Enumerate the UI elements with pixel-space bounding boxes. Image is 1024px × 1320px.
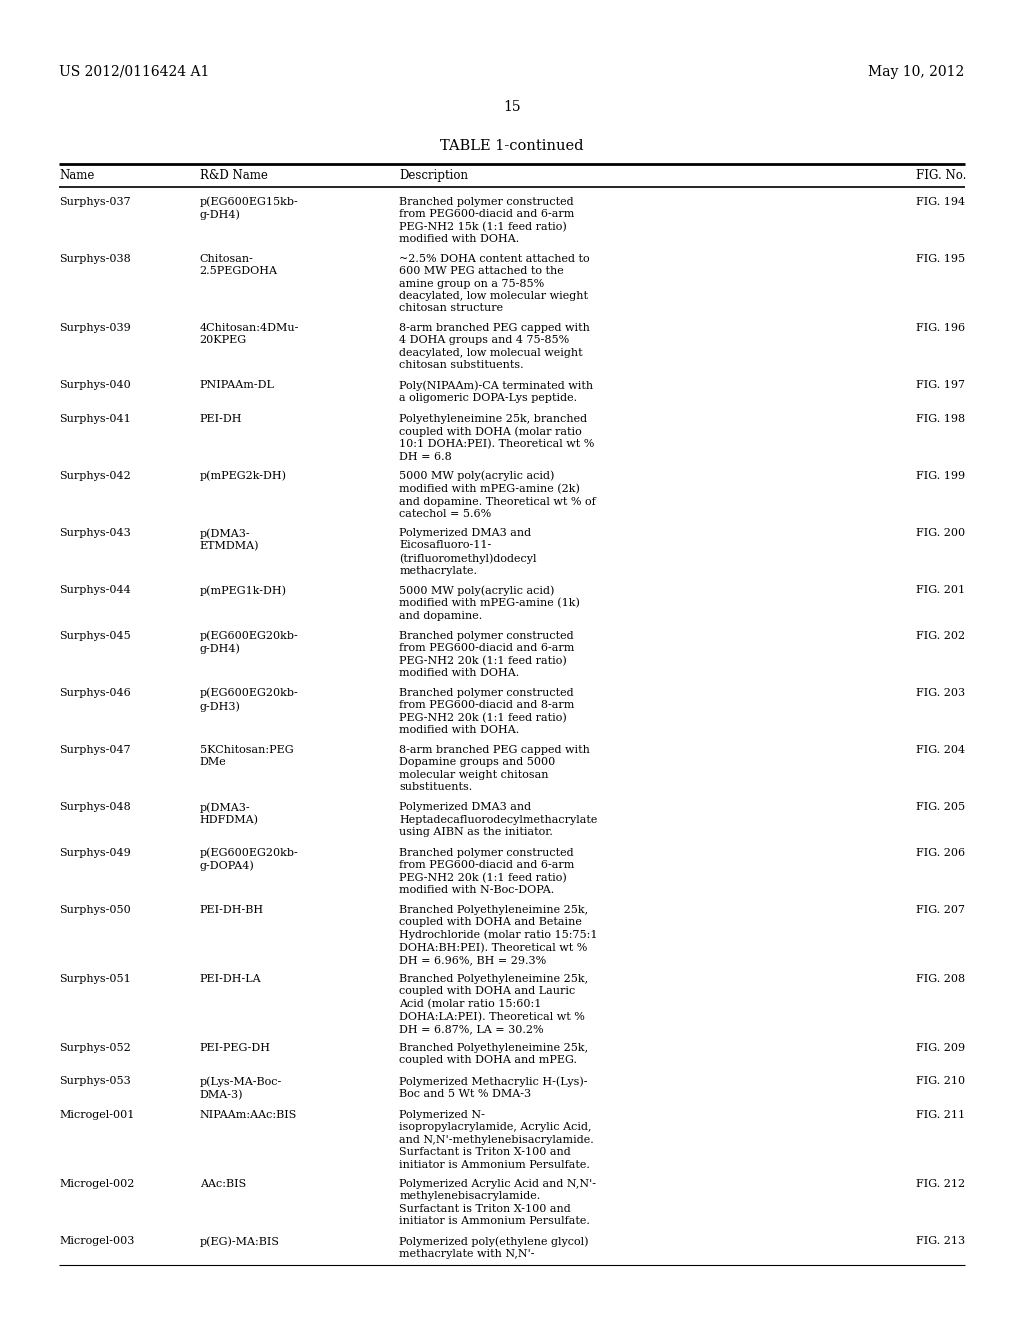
- Text: 8-arm branched PEG capped with
Dopamine groups and 5000
molecular weight chitosa: 8-arm branched PEG capped with Dopamine …: [399, 744, 590, 792]
- Text: Branched polymer constructed
from PEG600-diacid and 8-arm
PEG-NH2 20k (1:1 feed : Branched polymer constructed from PEG600…: [399, 688, 574, 735]
- Text: Surphys-040: Surphys-040: [59, 380, 131, 391]
- Text: 5KChitosan:PEG
DMe: 5KChitosan:PEG DMe: [200, 744, 293, 767]
- Text: p(EG600EG15kb-
g-DH4): p(EG600EG15kb- g-DH4): [200, 197, 298, 220]
- Text: Name: Name: [59, 169, 95, 182]
- Text: Microgel-001: Microgel-001: [59, 1110, 135, 1121]
- Text: 15: 15: [503, 100, 521, 115]
- Text: 5000 MW poly(acrylic acid)
modified with mPEG-amine (2k)
and dopamine. Theoretic: 5000 MW poly(acrylic acid) modified with…: [399, 471, 596, 519]
- Text: p(EG600EG20kb-
g-DH3): p(EG600EG20kb- g-DH3): [200, 688, 298, 711]
- Text: PEI-DH-BH: PEI-DH-BH: [200, 906, 264, 915]
- Text: Polymerized DMA3 and
Heptadecafluorodecylmethacrylate
using AIBN as the initiato: Polymerized DMA3 and Heptadecafluorodecy…: [399, 803, 598, 837]
- Text: Surphys-048: Surphys-048: [59, 803, 131, 812]
- Text: FIG. 195: FIG. 195: [916, 253, 966, 264]
- Text: Branched polymer constructed
from PEG600-diacid and 6-arm
PEG-NH2 20k (1:1 feed : Branched polymer constructed from PEG600…: [399, 847, 574, 895]
- Text: Branched Polyethyleneimine 25k,
coupled with DOHA and Betaine
Hydrochloride (mol: Branched Polyethyleneimine 25k, coupled …: [399, 906, 598, 966]
- Text: US 2012/0116424 A1: US 2012/0116424 A1: [59, 65, 210, 79]
- Text: p(EG600EG20kb-
g-DOPA4): p(EG600EG20kb- g-DOPA4): [200, 847, 298, 871]
- Text: Surphys-043: Surphys-043: [59, 528, 131, 539]
- Text: FIG. 203: FIG. 203: [916, 688, 966, 698]
- Text: PEI-DH: PEI-DH: [200, 413, 243, 424]
- Text: FIG. 212: FIG. 212: [916, 1179, 966, 1189]
- Text: Polymerized Acrylic Acid and N,N'-
methylenebisacrylamide.
Surfactant is Triton : Polymerized Acrylic Acid and N,N'- methy…: [399, 1179, 596, 1226]
- Text: NIPAAm:AAc:BIS: NIPAAm:AAc:BIS: [200, 1110, 297, 1121]
- Text: 4Chitosan:4DMu-
20KPEG: 4Chitosan:4DMu- 20KPEG: [200, 323, 299, 346]
- Text: Microgel-002: Microgel-002: [59, 1179, 135, 1189]
- Text: Surphys-045: Surphys-045: [59, 631, 131, 640]
- Text: FIG. 202: FIG. 202: [916, 631, 966, 640]
- Text: Description: Description: [399, 169, 468, 182]
- Text: Branched polymer constructed
from PEG600-diacid and 6-arm
PEG-NH2 20k (1:1 feed : Branched polymer constructed from PEG600…: [399, 631, 574, 678]
- Text: Surphys-046: Surphys-046: [59, 688, 131, 698]
- Text: Surphys-051: Surphys-051: [59, 974, 131, 983]
- Text: FIG. 198: FIG. 198: [916, 413, 966, 424]
- Text: p(DMA3-
ETMDMA): p(DMA3- ETMDMA): [200, 528, 259, 552]
- Text: p(DMA3-
HDFDMA): p(DMA3- HDFDMA): [200, 803, 259, 825]
- Text: Polymerized N-
isopropylacrylamide, Acrylic Acid,
and N,N'-methylenebisacrylamid: Polymerized N- isopropylacrylamide, Acry…: [399, 1110, 594, 1170]
- Text: TABLE 1-continued: TABLE 1-continued: [440, 139, 584, 153]
- Text: p(Lys-MA-Boc-
DMA-3): p(Lys-MA-Boc- DMA-3): [200, 1077, 282, 1100]
- Text: Chitosan-
2.5PEGDOHA: Chitosan- 2.5PEGDOHA: [200, 253, 278, 276]
- Text: May 10, 2012: May 10, 2012: [868, 65, 965, 79]
- Text: FIG. 204: FIG. 204: [916, 744, 966, 755]
- Text: Poly(NIPAAm)-CA terminated with
a oligomeric DOPA-Lys peptide.: Poly(NIPAAm)-CA terminated with a oligom…: [399, 380, 594, 403]
- Text: ~2.5% DOHA content attached to
600 MW PEG attached to the
amine group on a 75-85: ~2.5% DOHA content attached to 600 MW PE…: [399, 253, 590, 313]
- Text: Surphys-047: Surphys-047: [59, 744, 131, 755]
- Text: PEI-DH-LA: PEI-DH-LA: [200, 974, 261, 983]
- Text: Surphys-052: Surphys-052: [59, 1043, 131, 1053]
- Text: PEI-PEG-DH: PEI-PEG-DH: [200, 1043, 270, 1053]
- Text: p(mPEG2k-DH): p(mPEG2k-DH): [200, 471, 287, 482]
- Text: R&D Name: R&D Name: [200, 169, 267, 182]
- Text: FIG. 197: FIG. 197: [916, 380, 966, 391]
- Text: Polyethyleneimine 25k, branched
coupled with DOHA (molar ratio
10:1 DOHA:PEI). T: Polyethyleneimine 25k, branched coupled …: [399, 413, 595, 462]
- Text: Branched Polyethyleneimine 25k,
coupled with DOHA and Lauric
Acid (molar ratio 1: Branched Polyethyleneimine 25k, coupled …: [399, 974, 589, 1035]
- Text: p(EG)-MA:BIS: p(EG)-MA:BIS: [200, 1237, 280, 1247]
- Text: FIG. No.: FIG. No.: [916, 169, 967, 182]
- Text: Polymerized DMA3 and
Eicosafluoro-11-
(trifluoromethyl)dodecyl
methacrylate.: Polymerized DMA3 and Eicosafluoro-11- (t…: [399, 528, 537, 576]
- Text: 8-arm branched PEG capped with
4 DOHA groups and 4 75-85%
deacylated, low molecu: 8-arm branched PEG capped with 4 DOHA gr…: [399, 323, 590, 370]
- Text: AAc:BIS: AAc:BIS: [200, 1179, 246, 1189]
- Text: FIG. 206: FIG. 206: [916, 847, 966, 858]
- Text: Surphys-053: Surphys-053: [59, 1077, 131, 1086]
- Text: PNIPAAm-DL: PNIPAAm-DL: [200, 380, 274, 391]
- Text: FIG. 200: FIG. 200: [916, 528, 966, 539]
- Text: Polymerized Methacrylic H-(Lys)-
Boc and 5 Wt % DMA-3: Polymerized Methacrylic H-(Lys)- Boc and…: [399, 1077, 588, 1100]
- Text: FIG. 201: FIG. 201: [916, 585, 966, 595]
- Text: FIG. 210: FIG. 210: [916, 1077, 966, 1086]
- Text: Microgel-003: Microgel-003: [59, 1237, 135, 1246]
- Text: FIG. 209: FIG. 209: [916, 1043, 966, 1053]
- Text: Branched Polyethyleneimine 25k,
coupled with DOHA and mPEG.: Branched Polyethyleneimine 25k, coupled …: [399, 1043, 589, 1065]
- Text: Surphys-042: Surphys-042: [59, 471, 131, 480]
- Text: FIG. 194: FIG. 194: [916, 197, 966, 207]
- Text: p(mPEG1k-DH): p(mPEG1k-DH): [200, 585, 287, 595]
- Text: Surphys-050: Surphys-050: [59, 906, 131, 915]
- Text: Surphys-044: Surphys-044: [59, 585, 131, 595]
- Text: FIG. 207: FIG. 207: [916, 906, 966, 915]
- Text: Surphys-037: Surphys-037: [59, 197, 131, 207]
- Text: Polymerized poly(ethylene glycol)
methacrylate with N,N'-: Polymerized poly(ethylene glycol) methac…: [399, 1237, 589, 1259]
- Text: FIG. 213: FIG. 213: [916, 1237, 966, 1246]
- Text: Surphys-038: Surphys-038: [59, 253, 131, 264]
- Text: FIG. 208: FIG. 208: [916, 974, 966, 983]
- Text: FIG. 199: FIG. 199: [916, 471, 966, 480]
- Text: Surphys-049: Surphys-049: [59, 847, 131, 858]
- Text: p(EG600EG20kb-
g-DH4): p(EG600EG20kb- g-DH4): [200, 631, 298, 655]
- Text: Branched polymer constructed
from PEG600-diacid and 6-arm
PEG-NH2 15k (1:1 feed : Branched polymer constructed from PEG600…: [399, 197, 574, 244]
- Text: Surphys-041: Surphys-041: [59, 413, 131, 424]
- Text: FIG. 211: FIG. 211: [916, 1110, 966, 1121]
- Text: Surphys-039: Surphys-039: [59, 323, 131, 333]
- Text: FIG. 196: FIG. 196: [916, 323, 966, 333]
- Text: FIG. 205: FIG. 205: [916, 803, 966, 812]
- Text: 5000 MW poly(acrylic acid)
modified with mPEG-amine (1k)
and dopamine.: 5000 MW poly(acrylic acid) modified with…: [399, 585, 581, 620]
